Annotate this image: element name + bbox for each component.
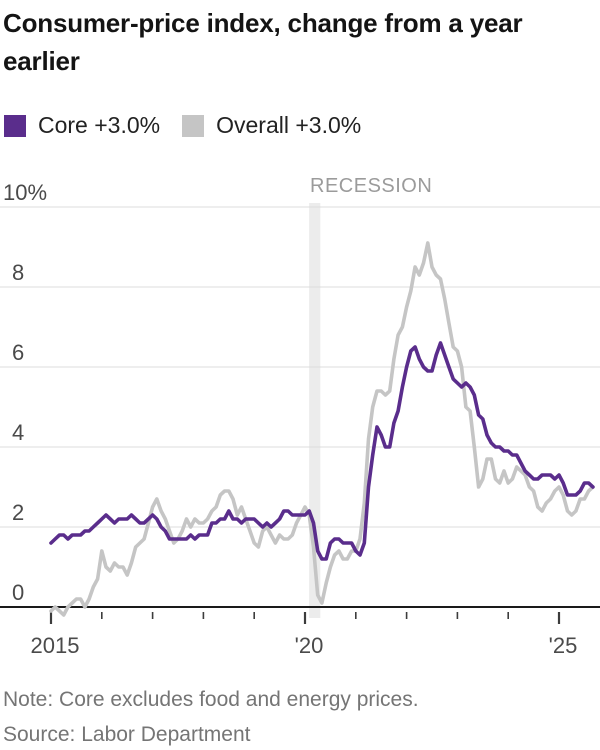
y-tick-label: 4 [12,420,25,445]
legend-item-overall: Overall +3.0% [182,112,361,139]
core-line [49,341,595,561]
y-tick-label: 2 [12,500,25,525]
x-tick-label: '20 [294,633,324,658]
y-tick-label: 6 [12,340,25,365]
note-line: Note: Core excludes food and energy pric… [3,688,419,711]
footer-notes: Note: Core excludes food and energy pric… [3,682,419,750]
legend: Core +3.0% Overall +3.0% [4,112,383,139]
overall-line [49,241,595,617]
y-tick-label: 8 [12,260,25,285]
chart-title: Consumer-price index, change from a year… [3,8,523,76]
legend-item-core: Core +3.0% [4,112,160,139]
x-tick-label: 2015 [30,633,80,658]
legend-overall-label: Overall +3.0% [216,112,362,138]
legend-core-label: Core +3.0% [38,112,161,138]
y-tick-label: 0 [12,580,25,605]
core-swatch-icon [4,114,26,137]
overall-swatch-icon [182,114,205,137]
source-line: Source: Labor Department [3,723,251,746]
y-tick-label: 10% [3,180,48,205]
recession-label: RECESSION [310,175,433,197]
recession-band [309,203,321,618]
x-tick-label: '25 [548,633,578,658]
